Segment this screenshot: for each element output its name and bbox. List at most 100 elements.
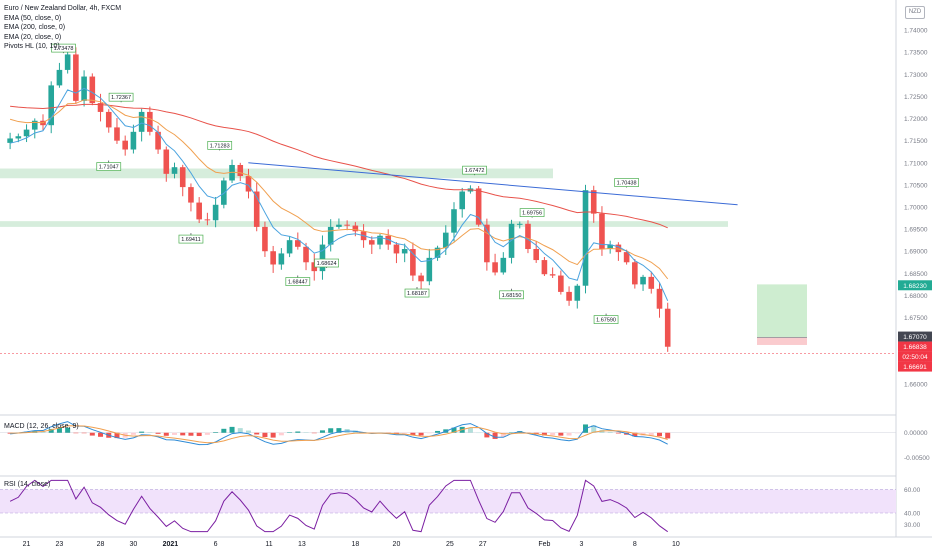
price-tick-label: 1.69500	[904, 227, 928, 234]
price-axis-label-bg	[898, 280, 932, 291]
pivot-label-box	[314, 258, 339, 268]
ema50-line	[9, 99, 669, 280]
candle-body	[171, 167, 178, 174]
candle-body	[590, 190, 597, 214]
candle-body	[278, 253, 285, 265]
candle-body	[632, 262, 638, 285]
candle-body	[607, 244, 613, 250]
candle-body	[114, 127, 120, 141]
macd-bar	[591, 425, 597, 433]
time-tick-label: 23	[56, 541, 64, 548]
macd-bar	[163, 432, 169, 436]
macd-bar	[98, 432, 104, 437]
legend-symbol[interactable]: Euro / New Zealand Dollar, 4h, FXCM	[4, 5, 122, 12]
pivot-label-box	[593, 315, 619, 324]
macd-bar	[509, 432, 515, 433]
candle-body	[7, 138, 13, 143]
support-zone	[0, 221, 728, 227]
macd-tick-label: -0.00500	[904, 455, 930, 462]
pivot-label-box	[404, 288, 430, 298]
macd-bar	[566, 432, 572, 436]
candle-body	[245, 176, 252, 192]
ema200-line	[10, 103, 668, 229]
candle-body	[270, 251, 276, 265]
macd-bar	[229, 426, 235, 433]
position-stop-zone	[757, 337, 807, 345]
price-tick-label: 1.72000	[904, 116, 928, 123]
ema20-line	[9, 87, 669, 302]
time-tick-label: 21	[23, 541, 31, 548]
candle-body	[484, 224, 490, 263]
pivot-label-box	[207, 141, 233, 150]
candle-body	[541, 260, 548, 275]
time-tick-label: 28	[97, 541, 105, 548]
legend-ema200[interactable]: EMA (200, close, 0)	[4, 24, 66, 32]
rsi-tick-label: 60.00	[904, 487, 921, 494]
macd-bar	[81, 432, 87, 434]
macd-bar	[147, 432, 153, 433]
macd-bar	[7, 432, 13, 434]
currency-badge[interactable]: NZD	[905, 6, 925, 19]
candle-body	[516, 223, 523, 225]
macd-bar	[65, 427, 71, 433]
candle-body	[368, 240, 375, 245]
candle-body	[286, 240, 293, 254]
candle-body	[48, 85, 55, 126]
pivot-label: 1.73478	[54, 46, 74, 52]
macd-bar	[632, 432, 638, 437]
price-tick-label: 1.66000	[904, 381, 928, 388]
legend-ema20[interactable]: EMA (20, close, 0)	[4, 33, 62, 41]
candle-body	[15, 136, 22, 139]
candle-body	[188, 187, 194, 203]
price-axis-label-bg	[898, 361, 932, 372]
macd-bar	[550, 432, 556, 436]
time-tick-label: 10	[672, 541, 680, 548]
price-tick-label: 1.69000	[904, 249, 928, 256]
macd-bar	[336, 428, 342, 433]
macd-bar	[287, 432, 293, 433]
candle-body	[122, 140, 128, 150]
legend-pivots[interactable]: Pivots HL (10, 10)	[4, 43, 60, 51]
macd-bar	[56, 427, 62, 433]
price-axis-label-bg	[898, 341, 932, 352]
macd-pane-label[interactable]: MACD (12, 26, close, 9)	[4, 423, 79, 430]
time-tick-label: 2021	[163, 541, 179, 548]
rsi-pane-label[interactable]: RSI (14, close)	[4, 481, 51, 488]
price-axis-label: 1.68230	[903, 283, 927, 290]
candle-body	[31, 120, 38, 130]
macd-bar	[402, 432, 408, 434]
candle-body	[23, 129, 30, 137]
macd-bar	[196, 432, 202, 437]
candle-body	[500, 257, 507, 273]
macd-bar	[278, 432, 284, 436]
price-axis-label: 1.66838	[903, 344, 927, 351]
candle-body	[138, 111, 145, 132]
candle-body	[262, 226, 268, 252]
pivot-label-box	[499, 290, 524, 300]
candle-body	[426, 257, 433, 282]
macd-line	[10, 421, 668, 446]
legend-ema50[interactable]: EMA (50, close, 0)	[4, 14, 62, 22]
pivot-label-box	[108, 92, 134, 102]
candle-body	[64, 54, 71, 70]
rsi-band	[0, 489, 896, 513]
candle-body	[410, 249, 416, 276]
price-tick-label: 1.70000	[904, 205, 928, 212]
candle-body	[377, 235, 383, 245]
pivot-label-box	[178, 234, 204, 244]
candle-body	[566, 291, 572, 301]
pivot-label: 1.68150	[502, 293, 522, 299]
time-tick-label: 20	[393, 541, 401, 548]
candle-body	[89, 76, 96, 104]
macd-bar	[303, 432, 309, 433]
macd-bar	[295, 431, 301, 433]
macd-bar	[558, 432, 564, 436]
candle-body	[401, 249, 408, 254]
candle-body	[574, 285, 581, 301]
price-tick-label: 1.71500	[904, 138, 928, 145]
candle-body	[237, 164, 244, 177]
candle-body	[599, 213, 605, 250]
candle-body	[459, 191, 466, 210]
candle-body	[615, 244, 622, 253]
